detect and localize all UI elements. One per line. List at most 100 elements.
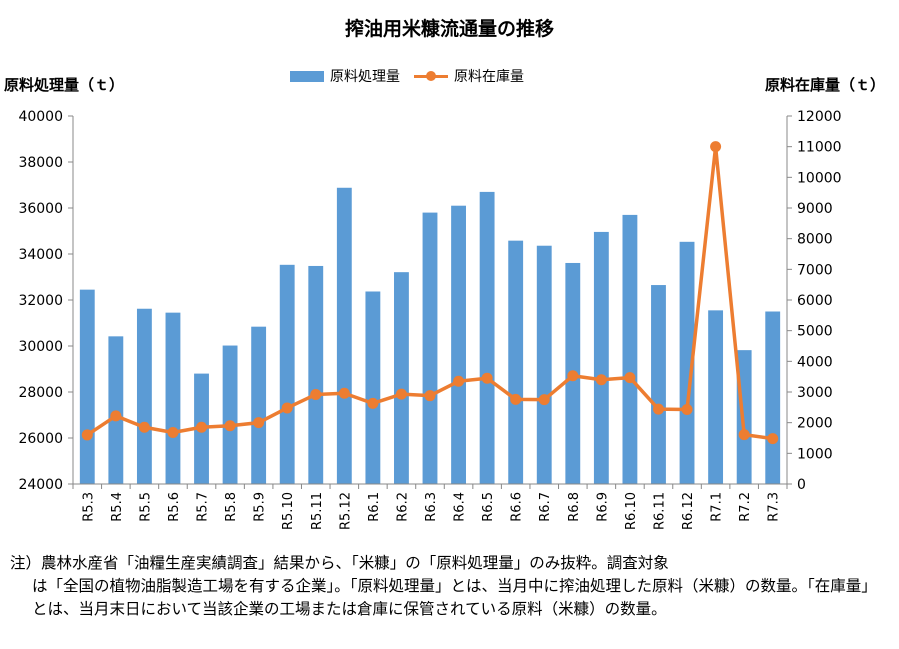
- right-axis-title: 原料在庫量（ｔ）: [764, 76, 885, 94]
- bar-R7.1: [708, 310, 724, 484]
- x-tick-label: R6.9: [595, 492, 610, 522]
- stock-point-R5.4: [110, 410, 122, 422]
- left-tick-label: 24000: [18, 477, 63, 493]
- bar-R5.5: [136, 308, 152, 484]
- stock-point-R5.5: [138, 421, 150, 433]
- left-tick-label: 34000: [18, 247, 63, 263]
- legend-item-processing: 原料処理量: [290, 66, 400, 86]
- stock-point-R5.3: [81, 429, 93, 441]
- stock-point-R6.3: [424, 390, 436, 402]
- x-tick-label: R5.7: [196, 492, 211, 522]
- bar-R5.11: [308, 265, 324, 484]
- x-tick-label: R5.9: [253, 492, 268, 522]
- stock-point-R6.2: [395, 388, 407, 400]
- right-tick-label: 9000: [797, 201, 833, 217]
- bar-R6.3: [422, 212, 438, 484]
- x-tick-label: R6.8: [567, 492, 582, 522]
- stock-point-R6.4: [453, 375, 465, 387]
- x-tick-label: R7.3: [767, 492, 782, 522]
- x-tick-label: R6.12: [681, 492, 696, 530]
- stock-point-R6.8: [567, 370, 579, 382]
- stock-point-R6.5: [481, 372, 493, 384]
- bar-R5.8: [222, 345, 238, 484]
- footnote: 注）農林水産省「油糧生産実績調査」結果から、「米糠」の「原料処理量」のみ抜粋。調…: [10, 552, 890, 621]
- right-tick-label: 8000: [797, 232, 833, 248]
- stock-point-R6.6: [510, 393, 522, 405]
- right-tick-label: 6000: [797, 293, 833, 309]
- bar-R7.3: [765, 311, 781, 484]
- right-tick-label: 4000: [797, 354, 833, 370]
- bar-R5.3: [79, 289, 95, 484]
- legend-label-stock: 原料在庫量: [454, 69, 524, 85]
- stock-point-R6.9: [595, 374, 607, 386]
- x-tick-label: R5.3: [81, 492, 96, 522]
- bar-R6.1: [365, 291, 381, 484]
- x-tick-label: R5.10: [281, 492, 296, 530]
- x-tick-label: R6.4: [453, 492, 468, 522]
- left-axis-title: 原料処理量（ｔ）: [4, 76, 125, 94]
- bar-R5.4: [108, 336, 124, 484]
- stock-point-R5.10: [281, 402, 293, 414]
- stock-point-R6.7: [538, 394, 550, 406]
- x-tick-label: R5.8: [224, 492, 239, 522]
- x-tick-label: R5.5: [138, 492, 153, 522]
- left-tick-label: 36000: [18, 201, 63, 217]
- right-tick-label: 11000: [797, 140, 842, 156]
- bar-R5.6: [165, 312, 181, 484]
- legend-label-processing: 原料処理量: [330, 69, 400, 85]
- stock-point-R6.10: [624, 372, 636, 384]
- stock-point-R6.11: [652, 403, 664, 415]
- bar-R6.12: [679, 241, 695, 484]
- left-tick-label: 30000: [18, 339, 63, 355]
- stock-point-R7.2: [738, 429, 750, 441]
- x-tick-label: R5.6: [167, 492, 182, 522]
- bar-R6.6: [508, 240, 524, 484]
- bar-R6.4: [451, 205, 466, 484]
- left-tick-label: 40000: [18, 109, 63, 125]
- x-tick-label: R5.4: [110, 492, 125, 522]
- x-tick-label: R6.5: [481, 492, 496, 522]
- right-tick-label: 7000: [797, 262, 833, 278]
- stock-point-R7.3: [767, 433, 779, 445]
- x-tick-label: R6.3: [424, 492, 439, 522]
- stock-point-R5.11: [310, 388, 322, 400]
- stock-point-R6.1: [367, 397, 379, 409]
- left-tick-label: 38000: [18, 155, 63, 171]
- x-tick-label: R6.2: [395, 492, 410, 522]
- bar-R5.10: [279, 264, 295, 484]
- left-tick-label: 26000: [18, 431, 63, 447]
- footnote-line-1: 注）農林水産省「油糧生産実績調査」結果から、「米糠」の「原料処理量」のみ抜粋。調…: [10, 554, 669, 572]
- stock-point-R5.9: [253, 417, 265, 429]
- legend-swatch-line: [414, 70, 448, 81]
- right-tick-label: 5000: [797, 324, 833, 340]
- bar-R6.10: [622, 214, 638, 484]
- x-tick-label: R7.1: [710, 492, 725, 522]
- legend-item-stock: 原料在庫量: [414, 66, 524, 86]
- bar-R6.11: [651, 285, 666, 484]
- stock-point-R5.6: [167, 426, 179, 438]
- right-tick-label: 2000: [797, 416, 833, 432]
- bar-R6.2: [394, 272, 409, 484]
- right-tick-label: 0: [797, 477, 806, 493]
- right-tick-label: 1000: [797, 446, 833, 462]
- x-tick-label: R6.7: [538, 492, 553, 522]
- stock-point-R5.7: [196, 421, 208, 433]
- stock-point-R6.12: [681, 403, 693, 415]
- bar-R5.12: [336, 187, 352, 484]
- x-tick-label: R5.11: [310, 492, 325, 530]
- right-tick-label: 3000: [797, 385, 833, 401]
- footnote-rest: は「全国の植物油脂製造工場を有する企業」。「原料処理量」とは、当月中に搾油処理し…: [32, 577, 877, 618]
- stock-point-R5.12: [338, 387, 350, 399]
- x-tick-label: R6.11: [652, 492, 667, 530]
- right-tick-label: 10000: [797, 170, 842, 186]
- legend-swatch-bar: [290, 70, 324, 82]
- bar-R5.9: [251, 326, 267, 484]
- x-tick-label: R7.2: [738, 492, 753, 522]
- x-tick-label: R6.1: [367, 492, 382, 522]
- left-tick-label: 32000: [18, 293, 63, 309]
- stock-point-R7.1: [710, 141, 722, 153]
- stock-point-R5.8: [224, 420, 236, 432]
- bar-R6.7: [536, 245, 552, 484]
- chart-title: 搾油用米糠流通量の推移: [344, 18, 554, 40]
